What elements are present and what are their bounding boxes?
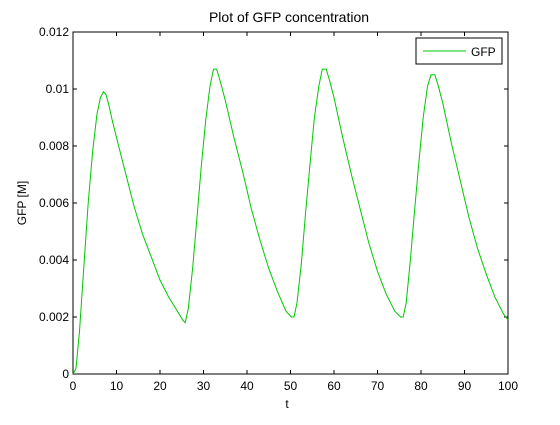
x-tick-label: 90 — [458, 379, 472, 393]
x-tick-label: 100 — [498, 379, 518, 393]
x-tick-label: 80 — [414, 379, 428, 393]
x-tick-label: 50 — [284, 379, 298, 393]
y-tick-label: 0.01 — [46, 82, 70, 96]
x-tick-label: 10 — [110, 379, 124, 393]
x-axis-ticks: 0 10 20 30 40 50 60 70 80 90 100 — [70, 32, 518, 393]
legend-label-gfp: GFP — [471, 45, 496, 59]
y-tick-label: 0.012 — [39, 25, 69, 39]
x-tick-label: 70 — [371, 379, 385, 393]
x-axis-label: t — [285, 397, 289, 411]
y-axis-label: GFP [M] — [15, 181, 29, 225]
legend: GFP — [415, 37, 503, 65]
series-line-gfp — [72, 68, 509, 375]
x-tick-label: 30 — [197, 379, 211, 393]
y-tick-label: 0.002 — [39, 310, 69, 324]
x-tick-label: 0 — [70, 379, 77, 393]
y-tick-label: 0 — [62, 367, 69, 381]
y-tick-label: 0.004 — [39, 253, 69, 267]
x-tick-label: 40 — [240, 379, 254, 393]
y-tick-label: 0.008 — [39, 139, 69, 153]
y-axis-ticks: 0 0.002 0.004 0.006 0.008 0.01 0.012 — [39, 25, 508, 381]
y-tick-label: 0.006 — [39, 196, 69, 210]
x-tick-label: 60 — [327, 379, 341, 393]
chart-title: Plot of GFP concentration — [209, 9, 369, 25]
x-tick-label: 20 — [153, 379, 167, 393]
plot-area — [72, 31, 509, 375]
